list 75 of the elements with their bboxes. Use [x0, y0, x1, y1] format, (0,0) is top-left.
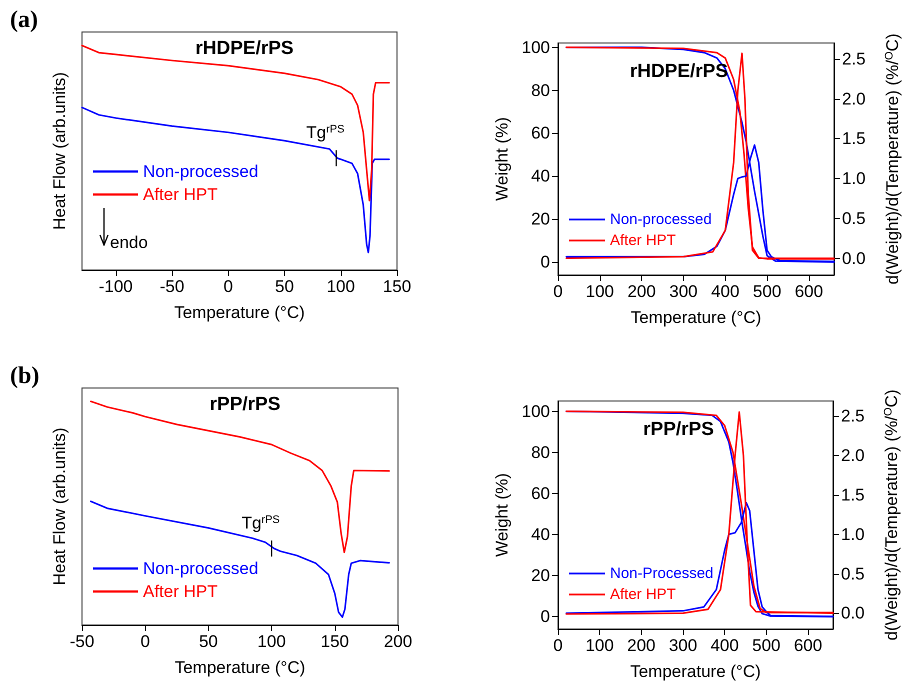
x-tick-label: 150 [320, 632, 349, 651]
x-tick-label: 100 [326, 277, 355, 296]
text: rPP/rPS [643, 419, 714, 440]
legend-label: Non-processed [610, 211, 712, 228]
x-tick-label: 400 [710, 636, 739, 655]
legend-label: After HPT [610, 586, 676, 603]
x-tick-label: -50 [70, 632, 94, 651]
annotation: endo [110, 233, 148, 252]
legend-label: After HPT [610, 232, 676, 249]
y-axis-title: Heat Flow (arb.units) [50, 72, 69, 230]
x-tick-label: 200 [384, 632, 412, 651]
y-tick-label: 60 [531, 484, 550, 503]
x-tick-label: 600 [794, 282, 824, 301]
text: (a) [10, 7, 38, 33]
y-tick-label: 100 [522, 402, 550, 421]
x-tick-label: 0 [140, 632, 150, 651]
text: rHDPE/rPS [630, 61, 728, 82]
y-tick-label: 60 [531, 124, 550, 143]
y2-tick-label: 0.0 [841, 604, 865, 623]
x-tick-label: 50 [198, 632, 218, 651]
chart-title: rPP/rPS [210, 394, 280, 415]
x-tick-label: 100 [257, 632, 286, 651]
x-tick-label: 150 [382, 277, 412, 296]
x-axis-title: Temperature (°C) [630, 308, 762, 327]
x-tick-label: 200 [627, 636, 656, 655]
x-tick-label: 0 [553, 636, 563, 655]
y2-tick-label: 0.0 [842, 248, 866, 268]
x-tick-label: 50 [275, 277, 294, 296]
x-tick-label: 300 [669, 282, 698, 301]
legend-label: Non-Processed [610, 565, 714, 582]
x-axis-title: Temperature (°C) [174, 658, 306, 677]
y-axis-title: Weight (%) [492, 117, 512, 201]
x-tick-label: 100 [586, 282, 614, 301]
x-axis-title: Temperature (°C) [630, 662, 761, 681]
x-tick-label: 600 [794, 636, 822, 655]
y2-tick-label: 2.5 [842, 49, 866, 68]
y-tick-label: 0 [540, 252, 550, 272]
y-axis-title: Weight (%) [492, 473, 512, 557]
legend-label: Non-processed [143, 162, 258, 181]
x-tick-label: 0 [553, 282, 563, 301]
y-tick-label: 20 [531, 210, 550, 229]
y-tick-label: 0 [540, 607, 550, 626]
x-tick-label: 0 [224, 277, 233, 296]
y2-tick-label: 2.0 [842, 89, 866, 108]
x-tick-label: 500 [752, 636, 781, 655]
y2-tick-label: 1.0 [842, 169, 866, 188]
y2-tick-label: 1.5 [842, 129, 866, 148]
legend-label: After HPT [143, 185, 218, 204]
y-tick-label: 80 [531, 80, 550, 100]
x-tick-label: -50 [160, 277, 184, 296]
y-tick-label: 20 [531, 566, 550, 586]
y-tick-label: 100 [522, 38, 550, 57]
x-tick-label: 100 [585, 636, 614, 655]
text: (b) [10, 363, 40, 389]
y-tick-label: 80 [531, 442, 550, 462]
y2-tick-label: 0.5 [841, 564, 865, 584]
legend-label: After HPT [143, 582, 218, 601]
y2-axis-title: d(Weight)/d(Temperature) (%/OC) [883, 33, 902, 285]
y-axis-title: Heat Flow (arb.units) [50, 428, 69, 586]
y2-tick-label: 2.0 [841, 446, 865, 465]
y2-tick-label: 1.5 [841, 485, 865, 504]
y2-axis-title: d(Weight)/d(Temperature) (%/OC) [882, 389, 901, 641]
y2-tick-label: 1.0 [841, 524, 865, 544]
legend-label: Non-processed [143, 559, 258, 578]
x-tick-label: -100 [98, 277, 133, 296]
chart-title: rHDPE/rPS [195, 38, 294, 59]
y-tick-label: 40 [531, 525, 550, 544]
y2-tick-label: 2.5 [841, 406, 865, 426]
y2-tick-label: 0.5 [842, 208, 866, 228]
x-tick-label: 500 [752, 282, 782, 301]
y-tick-label: 40 [531, 166, 550, 186]
x-tick-label: 300 [668, 636, 698, 655]
x-tick-label: 400 [711, 282, 740, 301]
x-axis-title: Temperature (°C) [174, 303, 305, 322]
x-tick-label: 200 [627, 282, 656, 301]
